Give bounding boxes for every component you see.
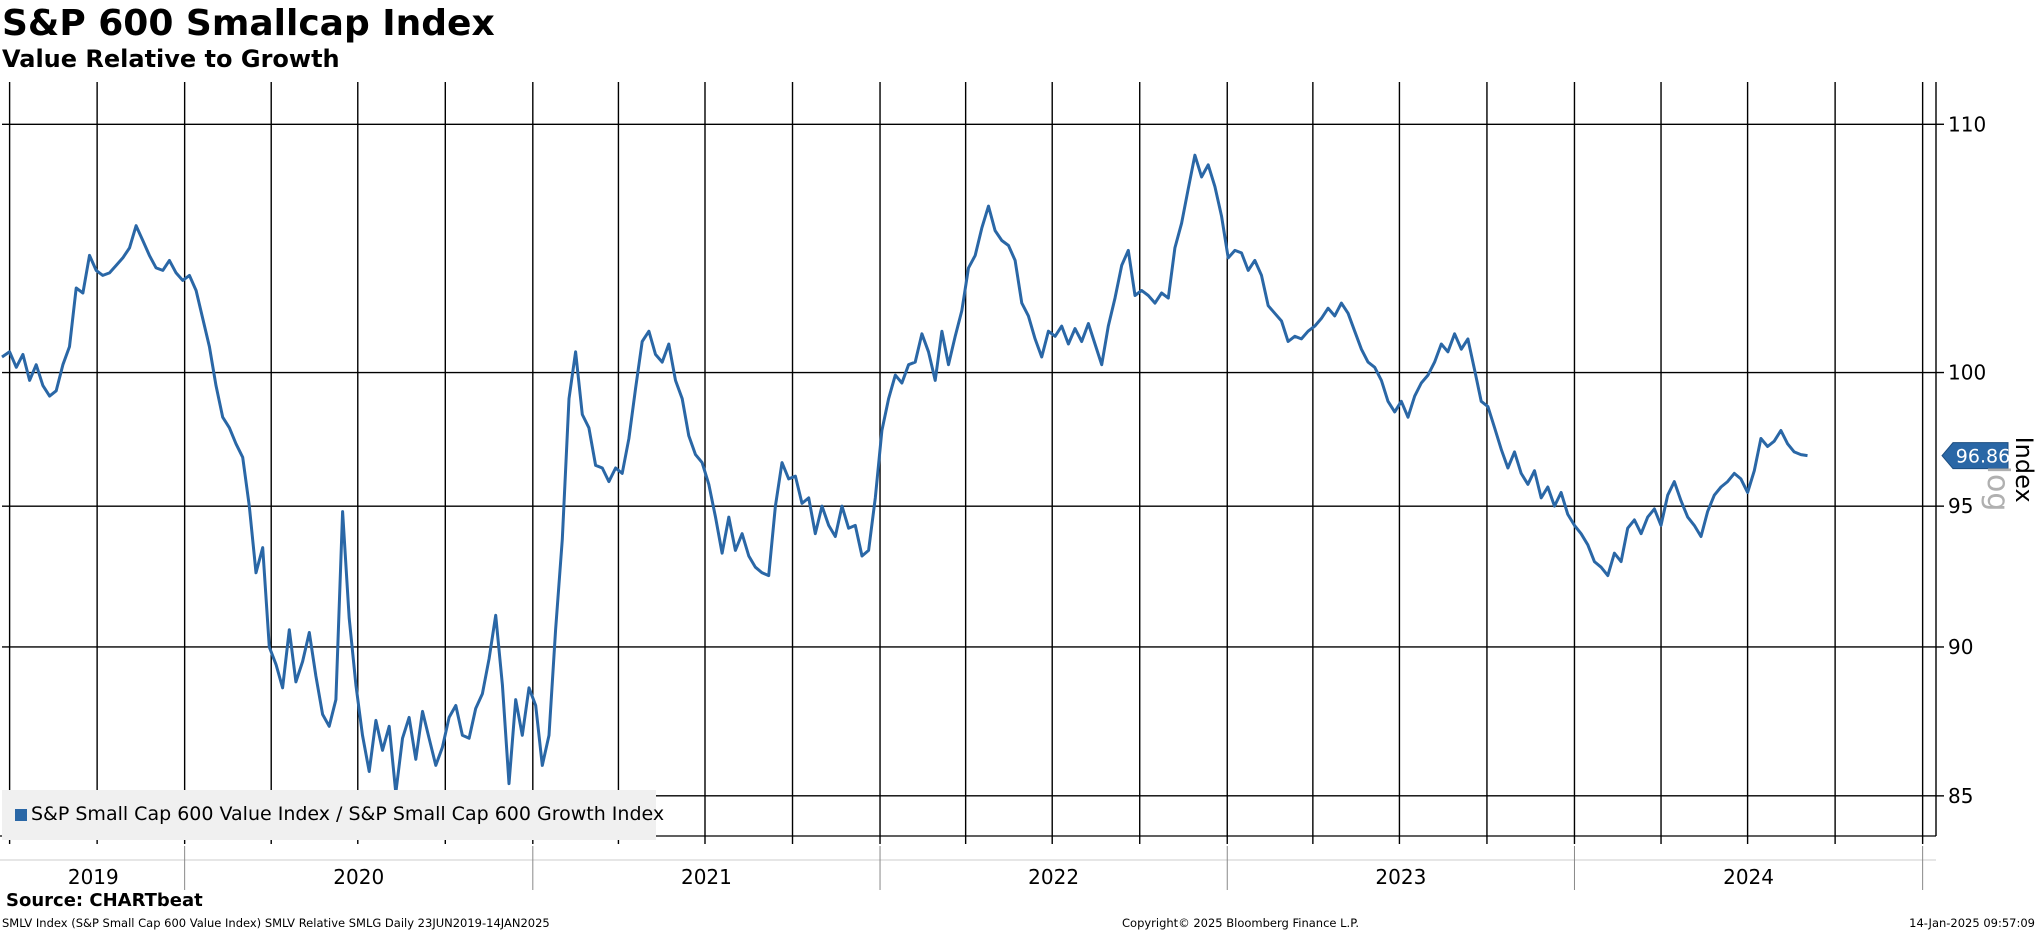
last-value-label: 96.86: [1956, 446, 2010, 468]
legend-series-label: S&P Small Cap 600 Value Index / S&P Smal…: [31, 803, 665, 825]
x-year-label: 2020: [333, 865, 384, 889]
x-year-label: 2024: [1723, 865, 1774, 889]
source-label: Source: CHARTbeat: [6, 890, 203, 911]
grid-layer: [2, 82, 1936, 836]
legend-swatch: [15, 809, 27, 821]
log-scale-watermark: log: [1980, 466, 2015, 512]
legend: S&P Small Cap 600 Value Index / S&P Smal…: [2, 790, 664, 840]
axis-layer: [0, 82, 1944, 890]
footer-timestamp: 14-Jan-2025 09:57:09: [1909, 916, 2035, 930]
chart-subtitle: Value Relative to Growth: [2, 45, 340, 73]
x-year-label: 2019: [68, 865, 119, 889]
label-layer: 85 90 95 100 110 2019 2020 2021 2022 2023 2024 96.8…: [68, 112, 2038, 889]
y-tick-label: 90: [1948, 635, 1973, 659]
x-year-label: 2021: [681, 865, 732, 889]
footer-copyright: Copyright© 2025 Bloomberg Finance L.P.: [1122, 916, 1359, 930]
x-year-label: 2022: [1028, 865, 1079, 889]
series-line: [1, 153, 1808, 795]
y-tick-label: 100: [1948, 361, 1986, 385]
y-axis-title: Index: [2010, 437, 2038, 503]
footer-description: SMLV Index (S&P Small Cap 600 Value Inde…: [2, 916, 550, 930]
x-year-label: 2023: [1375, 865, 1426, 889]
last-value-badge: [1941, 442, 2009, 470]
chart-title: S&P 600 Smallcap Index: [2, 3, 495, 44]
y-tick-label: 95: [1948, 494, 1973, 518]
y-tick-label: 85: [1948, 784, 1973, 808]
series-layer: [1, 153, 1808, 795]
y-tick-label: 110: [1948, 112, 1986, 136]
